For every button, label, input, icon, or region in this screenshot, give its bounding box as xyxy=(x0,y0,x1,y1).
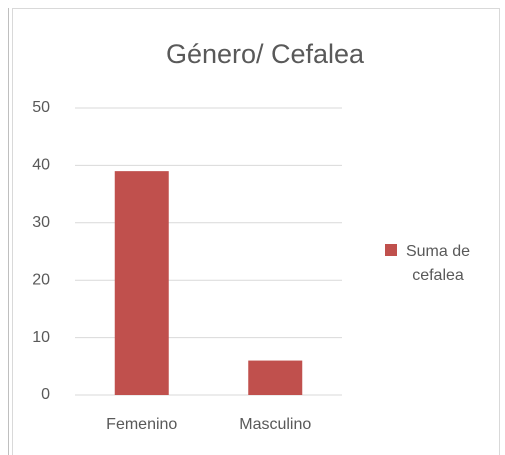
chart-title: Género/ Cefalea xyxy=(166,39,365,69)
y-tick-label: 50 xyxy=(32,99,50,116)
y-tick-label: 30 xyxy=(32,214,50,231)
legend-label: Suma de cefalea xyxy=(405,243,471,284)
y-tick-label: 40 xyxy=(32,157,50,174)
y-tick-label: 20 xyxy=(32,271,50,288)
y-tick-label: 0 xyxy=(41,386,50,403)
y-tick-label: 10 xyxy=(32,329,50,346)
legend-swatch xyxy=(385,244,397,256)
bar xyxy=(248,360,303,395)
bar xyxy=(114,171,169,395)
x-tick-label: Masculino xyxy=(239,416,311,433)
x-tick-label: Femenino xyxy=(106,416,177,433)
